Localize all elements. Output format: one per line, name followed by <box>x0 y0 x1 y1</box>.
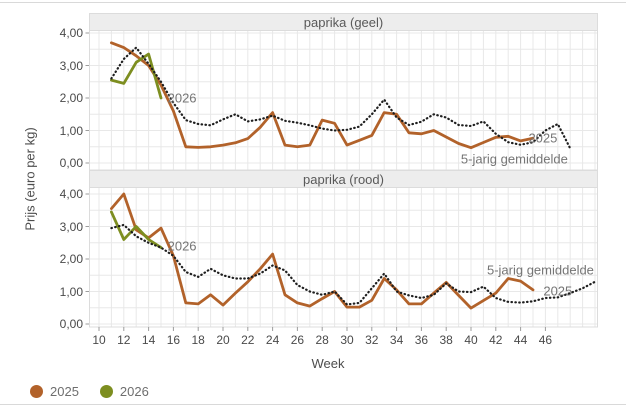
y-tick-label: 3,00 <box>59 219 83 234</box>
x-tick-label: 46 <box>538 333 553 347</box>
series-line-2025 <box>110 41 535 150</box>
annotation-label: 5-jarig gemiddelde <box>460 151 568 167</box>
x-tick-label: 26 <box>290 333 305 347</box>
x-tick-label: 34 <box>389 333 404 347</box>
y-tick-label: 2,00 <box>59 91 83 105</box>
y-tick-label: 0,00 <box>59 156 83 170</box>
series-line-2025 <box>110 192 535 310</box>
x-tick-label: 28 <box>315 333 329 347</box>
x-tick-label: 18 <box>191 333 205 347</box>
legend: 2025 2026 <box>30 384 163 399</box>
x-tick-label: 16 <box>166 333 181 347</box>
annotation-label: 2025 <box>528 130 558 146</box>
x-tick-label: 20 <box>216 333 230 347</box>
legend-marker-2025 <box>30 385 43 398</box>
x-tick-label: 14 <box>141 333 156 347</box>
x-tick-label: 42 <box>489 333 503 347</box>
y-tick-label: 4,00 <box>59 26 83 40</box>
x-tick-label: 22 <box>241 333 255 347</box>
series-line-5-jarig-gemiddelde <box>110 46 572 150</box>
legend-marker-2026 <box>99 385 113 398</box>
y-tick-label: 3,00 <box>59 58 83 73</box>
x-tick-label: 10 <box>92 333 106 347</box>
y-tick-label: 0,00 <box>59 317 83 331</box>
x-tick-label: 30 <box>340 333 354 347</box>
x-tick-label: 44 <box>513 333 528 347</box>
x-tick-label: 12 <box>117 333 131 347</box>
annotation-label: 2026 <box>167 90 197 106</box>
panel-strip-geel: paprika (geel) <box>89 13 598 31</box>
y-axis-title: Prijs (euro per kg) <box>22 127 38 231</box>
x-tick-label: 38 <box>439 333 453 347</box>
legend-label-2025: 2025 <box>50 384 79 399</box>
annotation-label: 5-jarig gemiddelde <box>486 262 594 278</box>
x-tick-label: 36 <box>414 333 429 347</box>
top-divider <box>0 2 626 3</box>
y-tick-label: 4,00 <box>59 187 83 201</box>
annotation-label: 2026 <box>167 238 197 254</box>
y-tick-label: 1,00 <box>59 123 83 138</box>
series-line-2026 <box>110 210 163 250</box>
x-tick-label: 40 <box>464 333 478 347</box>
series-line-5-jarig-gemiddelde <box>110 223 597 306</box>
y-tick-label: 1,00 <box>59 284 83 299</box>
annotation-label: 2025 <box>543 283 573 299</box>
y-tick-label: 2,00 <box>59 252 83 266</box>
x-tick-label: 24 <box>265 333 280 347</box>
panel-title-geel: paprika (geel) <box>303 14 384 30</box>
bottom-divider <box>0 404 626 405</box>
panel-title-rood: paprika (rood) <box>303 171 384 187</box>
legend-label-2026: 2026 <box>119 384 149 399</box>
x-tick-label: 32 <box>365 333 379 347</box>
x-axis-title: Week <box>311 356 345 371</box>
